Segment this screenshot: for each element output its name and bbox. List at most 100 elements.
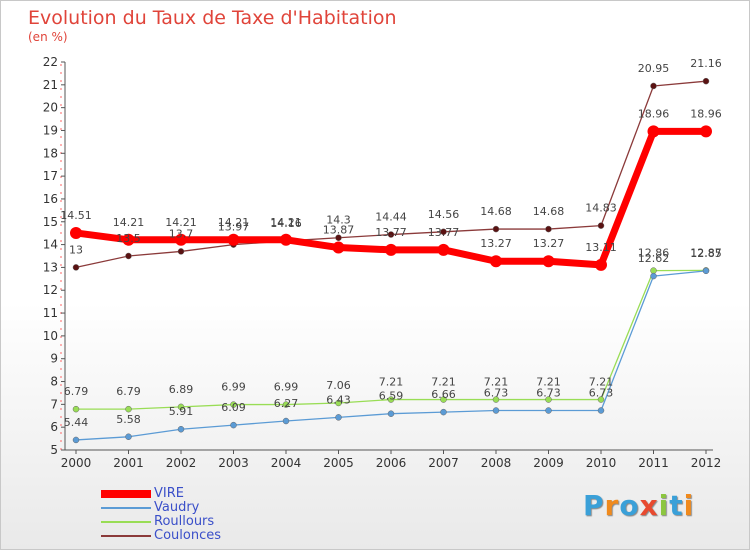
x-tick-label: 2011 bbox=[638, 456, 669, 470]
x-tick-label: 2003 bbox=[218, 456, 249, 470]
data-label-vaudry: 12.62 bbox=[638, 252, 670, 265]
data-label-vire: 13.11 bbox=[585, 241, 617, 254]
y-tick-label: 12 bbox=[43, 283, 58, 297]
point-vaudry bbox=[72, 436, 80, 444]
y-tick-label: 7 bbox=[50, 397, 58, 411]
data-label-vire: 14.21 bbox=[165, 216, 197, 229]
data-label-vire: 14.51 bbox=[60, 209, 92, 222]
point-coulonces bbox=[335, 234, 342, 241]
legend-item-vire: VIRE bbox=[101, 487, 221, 501]
data-label-roullours: 6.99 bbox=[274, 381, 299, 394]
proxiti-logo: Proxiti bbox=[583, 489, 694, 522]
data-label-vaudry: 5.58 bbox=[116, 413, 141, 426]
point-roullours bbox=[597, 396, 605, 403]
chart-title: Evolution du Taux de Taxe d'Habitation bbox=[28, 7, 397, 29]
point-coulonces bbox=[597, 222, 605, 229]
point-roullours bbox=[440, 396, 447, 403]
y-tick-label: 15 bbox=[43, 215, 58, 229]
data-label-vire: 13.87 bbox=[323, 224, 355, 237]
chart-legend: VIRE Vaudry Roullours Coulonces bbox=[101, 487, 221, 543]
y-tick-label: 18 bbox=[43, 146, 58, 160]
data-label-roullours: 7.21 bbox=[379, 376, 404, 389]
point-vaudry bbox=[230, 421, 237, 429]
data-label-roullours: 12.87 bbox=[690, 246, 722, 259]
point-roullours bbox=[230, 401, 237, 408]
data-label-vaudry: 6.73 bbox=[536, 387, 561, 400]
point-roullours bbox=[72, 405, 80, 413]
point-roullours bbox=[387, 396, 395, 403]
legend-swatch bbox=[101, 535, 151, 537]
data-label-coulonces: 20.95 bbox=[638, 62, 670, 75]
y-tick-label: 10 bbox=[43, 329, 58, 343]
logo-letter: t bbox=[669, 489, 684, 522]
data-label-vaudry: 6.66 bbox=[431, 388, 456, 401]
y-tick-label: 20 bbox=[43, 101, 58, 115]
y-tick-label: 8 bbox=[50, 375, 58, 389]
data-label-coulonces: 14.56 bbox=[428, 208, 460, 221]
point-roullours bbox=[335, 399, 342, 407]
data-label-vire: 14.21 bbox=[218, 216, 250, 229]
logo-letter: r bbox=[604, 489, 620, 522]
x-tick-label: 2008 bbox=[481, 456, 512, 470]
point-coulonces bbox=[545, 225, 552, 233]
data-label-coulonces: 14.44 bbox=[375, 211, 407, 224]
point-coulonces bbox=[650, 82, 657, 90]
data-label-vaudry: 6.59 bbox=[379, 390, 404, 403]
point-vire bbox=[700, 125, 712, 138]
point-vire bbox=[647, 125, 660, 138]
point-vaudry bbox=[597, 407, 605, 414]
data-label-vaudry: 6.73 bbox=[484, 387, 509, 400]
data-label-coulonces: 14.83 bbox=[585, 202, 617, 215]
point-coulonces bbox=[702, 77, 710, 85]
x-tick-label: 2010 bbox=[586, 456, 617, 470]
data-label-roullours: 6.99 bbox=[221, 381, 246, 394]
point-coulonces bbox=[72, 264, 80, 271]
data-label-coulonces: 13.7 bbox=[169, 227, 194, 240]
y-tick-label: 13 bbox=[43, 260, 58, 274]
x-tick-label: 2002 bbox=[166, 456, 197, 470]
point-coulonces bbox=[387, 231, 395, 238]
x-tick-label: 2004 bbox=[271, 456, 302, 470]
data-label-roullours: 6.89 bbox=[169, 383, 194, 396]
data-label-vire: 14.21 bbox=[113, 216, 145, 229]
data-label-roullours: 7.21 bbox=[484, 376, 509, 389]
data-label-vire: 13.77 bbox=[428, 226, 460, 239]
data-label-vire: 18.96 bbox=[690, 107, 722, 120]
data-label-roullours: 7.21 bbox=[589, 376, 614, 389]
data-label-roullours: 7.21 bbox=[431, 376, 456, 389]
data-label-vaudry: 5.91 bbox=[169, 405, 194, 418]
point-coulonces bbox=[492, 225, 500, 233]
data-label-roullours: 12.86 bbox=[638, 247, 670, 260]
legend-item-vaudry: Vaudry bbox=[101, 501, 221, 515]
point-vaudry bbox=[282, 417, 290, 425]
point-vaudry bbox=[125, 433, 132, 441]
data-label-vire: 14.21 bbox=[270, 216, 302, 229]
data-label-vaudry: 6.27 bbox=[274, 397, 299, 410]
point-roullours bbox=[545, 396, 552, 403]
legend-label: Roullours bbox=[154, 514, 215, 529]
data-label-vaudry: 6.43 bbox=[326, 393, 351, 406]
legend-swatch bbox=[101, 507, 151, 509]
y-tick-label: 6 bbox=[50, 420, 58, 434]
y-tick-label: 9 bbox=[50, 352, 58, 366]
point-vaudry bbox=[335, 414, 342, 421]
data-label-coulonces: 14.68 bbox=[480, 205, 512, 218]
legend-item-roullours: Roullours bbox=[101, 515, 221, 529]
data-label-roullours: 6.79 bbox=[116, 385, 141, 398]
logo-letter: i bbox=[683, 489, 695, 522]
point-vire bbox=[437, 243, 450, 256]
y-tick-label: 5 bbox=[50, 443, 58, 457]
point-coulonces bbox=[177, 248, 185, 255]
data-label-vaudry: 12.85 bbox=[690, 247, 722, 260]
x-tick-label: 2009 bbox=[533, 456, 564, 470]
y-tick-label: 17 bbox=[43, 169, 58, 183]
y-tick-label: 11 bbox=[43, 306, 58, 320]
data-label-coulonces: 13 bbox=[69, 243, 83, 256]
point-vire bbox=[542, 255, 555, 268]
data-label-roullours: 7.06 bbox=[326, 379, 351, 392]
data-label-coulonces: 21.16 bbox=[690, 57, 722, 70]
point-vaudry bbox=[492, 407, 500, 414]
point-roullours bbox=[125, 405, 132, 413]
point-vaudry bbox=[702, 267, 710, 275]
